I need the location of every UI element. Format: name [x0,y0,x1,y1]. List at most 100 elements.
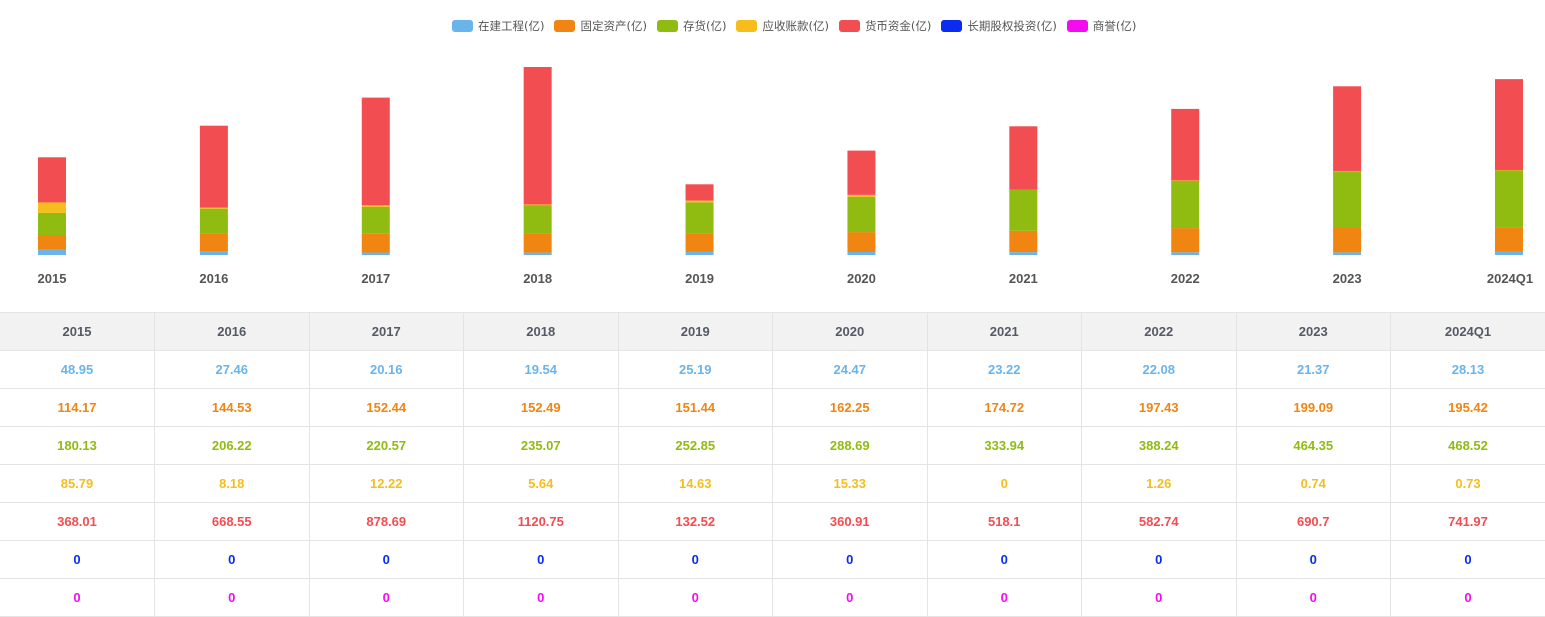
bar-segment[interactable] [1171,180,1200,181]
bar-segment[interactable] [1495,227,1523,252]
table-row: 85.79 8.18 12.22 5.64 14.63 15.33 0 1.26 0.74 0.7… [0,464,1545,503]
legend-swatch [554,20,576,32]
table-cell: 206.22 [154,426,309,465]
bar-segment[interactable] [1171,180,1200,229]
table-cell: 0 [1390,578,1545,617]
bar-segment[interactable] [1333,227,1362,253]
bar-segment[interactable] [199,251,228,255]
bar-segment[interactable] [199,208,228,234]
legend-item[interactable]: 长期股权投资(亿) [941,18,1057,34]
bar-segment[interactable] [1495,170,1523,228]
table-header-cell: 2015 [0,312,155,351]
bar-segment[interactable] [685,233,714,252]
table-cell: 15.33 [772,464,927,503]
table-header-cell: 2019 [617,312,773,351]
bar-segment[interactable] [199,125,228,208]
bar-segment[interactable] [1495,79,1523,171]
table-cell: 27.46 [154,350,309,389]
table-cell: 22.08 [1081,350,1236,389]
bar-segment[interactable] [361,206,390,234]
table-cell: 388.24 [1081,426,1236,465]
bar-segment[interactable] [361,252,390,255]
table-cell: 0 [308,578,464,617]
x-tick-label: 2023 [1333,271,1362,286]
bar-segment[interactable] [1009,189,1038,231]
bar-segment[interactable] [847,232,876,253]
bar-segment[interactable] [361,97,390,206]
bar-segment[interactable] [847,150,876,195]
table-header-cell: 2020 [772,312,927,351]
x-tick-label: 2019 [685,271,714,286]
table-cell: 0 [154,540,309,579]
bar-segment[interactable] [1495,170,1523,171]
bar-segment[interactable] [685,251,714,255]
bar-segment[interactable] [1333,86,1362,171]
bar-segment[interactable] [1171,228,1200,253]
bar-segment[interactable] [685,202,714,234]
legend-item[interactable]: 存货(亿) [656,18,726,34]
table-cell: 174.72 [926,388,1082,427]
bar-segment[interactable] [1333,170,1362,172]
bar-segment[interactable] [1495,251,1523,255]
table-cell: 0 [1235,540,1391,579]
legend-item[interactable]: 固定资产(亿) [554,18,647,34]
table-cell: 878.69 [308,502,464,541]
table-cell: 24.47 [772,350,927,389]
bar-segment[interactable] [847,194,876,197]
bar-segment[interactable] [523,204,552,206]
bar-segment[interactable] [199,207,228,209]
bar-segment[interactable] [38,157,66,203]
bar-segment[interactable] [38,212,66,236]
bar-segment[interactable] [685,200,714,203]
bar-segment[interactable] [1009,126,1038,190]
bar-segment[interactable] [361,205,390,207]
table-cell: 288.69 [772,426,927,465]
x-tick-label: 2017 [361,271,390,286]
bar-segment[interactable] [38,235,66,249]
bar-segment[interactable] [38,248,66,255]
bar-segment[interactable] [847,196,876,233]
bar-segment[interactable] [1333,171,1362,228]
legend-item[interactable]: 在建工程(亿) [452,18,544,34]
table-cell: 48.95 [0,350,155,389]
table-cell: 252.85 [617,426,773,465]
table-header-cell: 2018 [463,312,618,351]
table-cell: 23.22 [926,350,1082,389]
bar-segment[interactable] [1171,252,1200,255]
bar-segment[interactable] [199,233,228,252]
table-header-cell: 2021 [926,312,1082,351]
table-cell: 132.52 [617,502,773,541]
table-cell: 199.09 [1235,388,1391,427]
legend-item[interactable]: 应收账款(亿) [736,18,829,34]
table-cell: 152.44 [308,388,464,427]
table-cell: 5.64 [463,464,618,503]
bar-segment[interactable] [38,202,66,213]
x-tick-label: 2021 [1009,271,1038,286]
legend-item[interactable]: 商誉(亿) [1066,18,1136,34]
table-cell: 582.74 [1081,502,1236,541]
bar-segment[interactable] [847,252,876,255]
bar-segment[interactable] [523,205,552,234]
table-cell: 0 [617,540,773,579]
table-cell: 180.13 [0,426,155,465]
legend-label: 货币资金(亿) [864,19,932,33]
table-cell: 114.17 [0,388,155,427]
bar-segment[interactable] [1333,252,1362,255]
bar-segment[interactable] [1009,252,1038,255]
bar-segment[interactable] [685,184,714,201]
bar-segment[interactable] [523,252,552,255]
table-cell: 0 [308,540,464,579]
table-cell: 668.55 [154,502,309,541]
table-cell: 0 [463,540,618,579]
table-header-cell: 2022 [1081,312,1236,351]
bar-segment[interactable] [1009,230,1038,253]
table-cell: 0 [0,578,155,617]
bar-segment[interactable] [523,233,552,253]
bar-segment[interactable] [1171,108,1200,181]
legend-swatch [736,20,758,32]
bar-segment[interactable] [523,67,552,205]
legend-item[interactable]: 货币资金(亿) [838,18,932,34]
table-cell: 12.22 [308,464,464,503]
table-cell: 1.26 [1081,464,1236,503]
bar-segment[interactable] [361,233,390,253]
